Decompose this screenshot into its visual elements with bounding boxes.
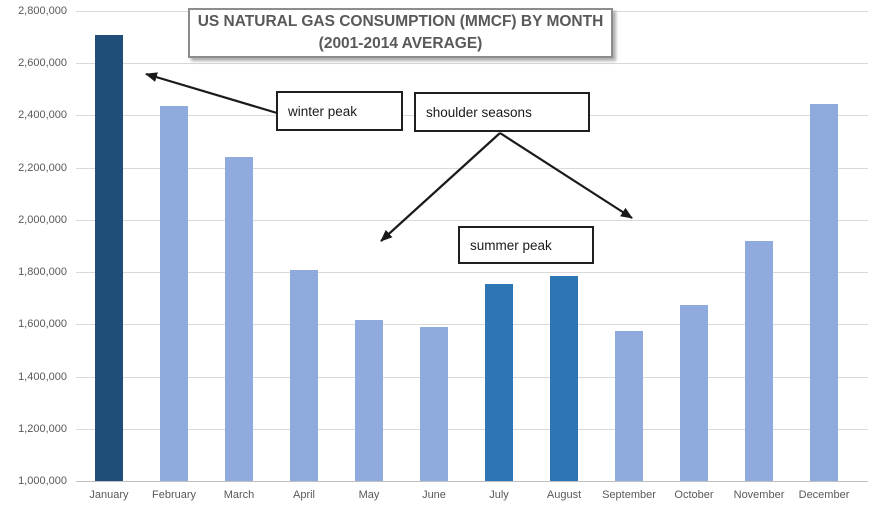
bar-december: [810, 103, 838, 481]
gridline: [76, 324, 868, 326]
y-axis-label: 1,200,000: [18, 422, 67, 435]
y-axis-label: 1,600,000: [18, 318, 67, 331]
y-axis-label: 2,200,000: [18, 161, 67, 174]
y-axis-label: 2,800,000: [18, 5, 67, 17]
gridline: [76, 167, 868, 169]
y-axis-label: 2,600,000: [18, 57, 67, 70]
bar-september: [615, 330, 643, 481]
bar-june: [420, 326, 448, 481]
x-axis-label-august: August: [546, 489, 582, 501]
gridline: [76, 481, 868, 482]
bar-august: [550, 276, 578, 481]
y-axis-label: 2,400,000: [18, 109, 67, 122]
annotation-winter-peak-label: winter peak: [288, 103, 358, 119]
chart-title-box: US NATURAL GAS CONSUMPTION (MMCF) BY MON…: [188, 8, 613, 58]
annotation-summer-peak: summer peak: [458, 226, 594, 264]
y-axis-label: 2,000,000: [18, 213, 67, 226]
x-axis-label-january: January: [89, 489, 129, 501]
y-axis-label: 1,400,000: [18, 370, 67, 383]
y-axis-label: 1,800,000: [18, 266, 67, 279]
annotation-shoulder-seasons: shoulder seasons: [414, 92, 590, 132]
annotation-shoulder-seasons-label: shoulder seasons: [426, 104, 532, 120]
bar-march: [225, 157, 253, 481]
x-axis-label-march: March: [223, 489, 255, 501]
bar-july: [485, 283, 513, 481]
x-axis-label-september: September: [602, 489, 656, 501]
x-axis-label-may: May: [358, 489, 380, 501]
bar-february: [160, 106, 188, 481]
bar-november: [745, 240, 773, 481]
x-axis-label-december: December: [798, 489, 850, 501]
gridline: [76, 272, 868, 274]
x-axis-label-july: July: [489, 489, 509, 501]
bar-may: [355, 320, 383, 481]
chart-title-line-1: US NATURAL GAS CONSUMPTION (MMCF) BY MON…: [197, 13, 604, 31]
x-axis-label-february: February: [151, 489, 197, 501]
gridline: [76, 219, 868, 221]
gridline: [76, 63, 868, 65]
arrow-shoulder-right: [499, 132, 633, 219]
y-axis-label: 1,000,000: [18, 475, 67, 487]
x-axis-label-june: June: [422, 489, 446, 501]
bar-april: [290, 269, 318, 481]
bar-january: [95, 34, 123, 481]
x-axis-label-november: November: [733, 489, 785, 501]
annotation-winter-peak: winter peak: [276, 91, 403, 131]
bar-october: [680, 304, 708, 481]
x-axis-label-april: April: [292, 489, 315, 501]
gridline: [76, 428, 868, 430]
x-axis-label-october: October: [674, 489, 714, 501]
chart-title-line-2: (2001-2014 AVERAGE): [318, 35, 483, 52]
arrow-shoulder-left: [380, 132, 501, 242]
gridline: [76, 376, 868, 378]
annotation-summer-peak-label: summer peak: [470, 237, 552, 253]
